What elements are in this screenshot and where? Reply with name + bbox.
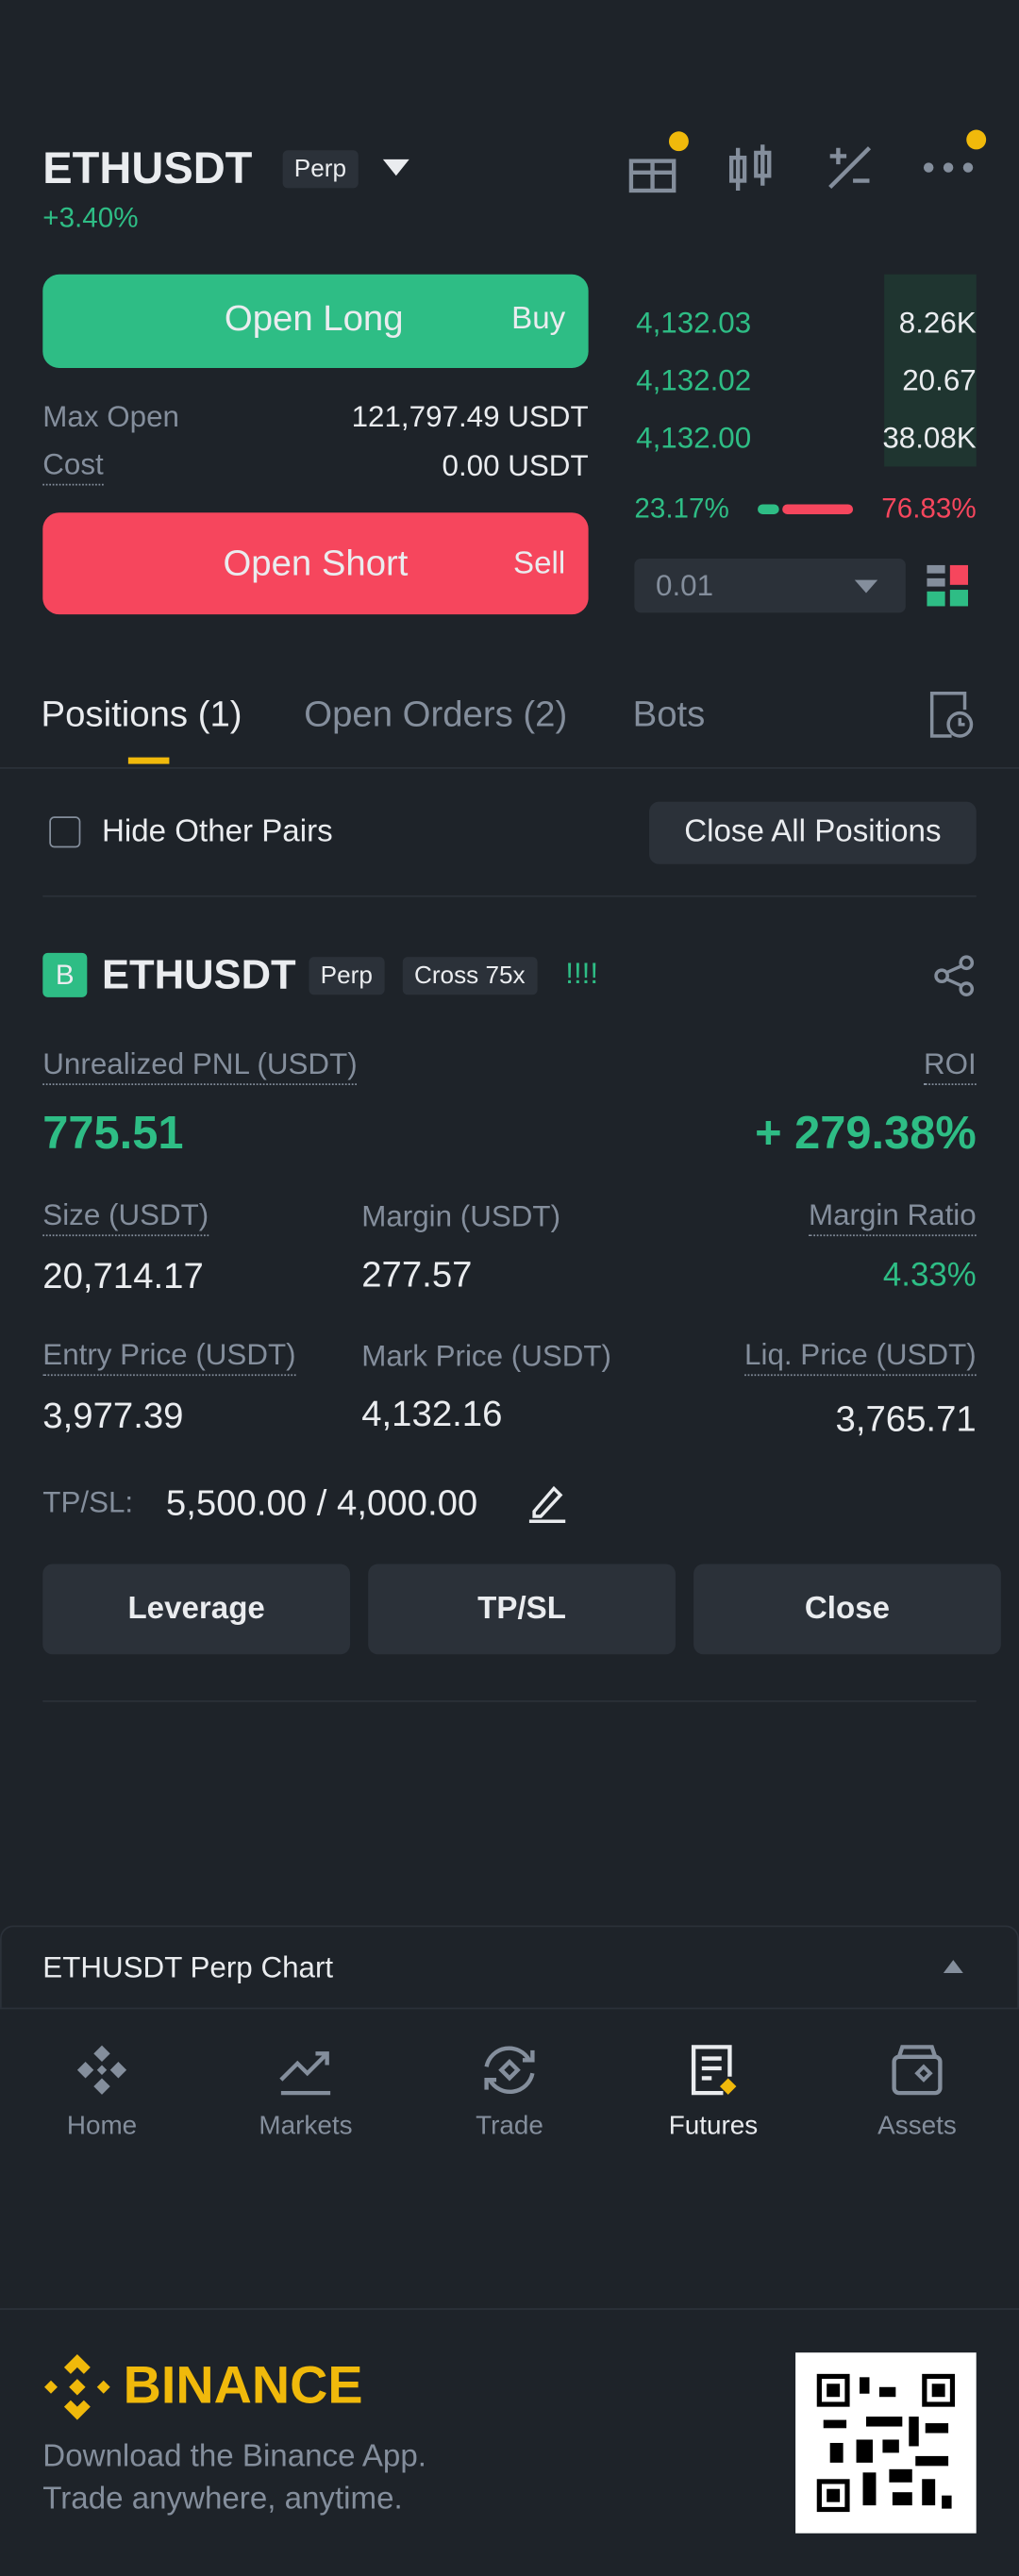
bid-amount: 38.08K	[882, 421, 977, 455]
pnl-label: Unrealized PNL (USDT)	[42, 1047, 358, 1085]
chart-bar-label: ETHUSDT Perp Chart	[42, 1950, 334, 1984]
leverage-button[interactable]: Leverage	[42, 1564, 351, 1655]
candle-icon[interactable]	[728, 144, 775, 193]
trade-icon[interactable]	[480, 2044, 540, 2097]
assets-icon[interactable]	[891, 2044, 944, 2097]
sell-label: Sell	[513, 546, 566, 582]
select-caret	[854, 579, 878, 594]
close-all-label: Close All Positions	[684, 814, 942, 850]
button-label: Close	[804, 1591, 891, 1626]
field-value: 3,765.71	[835, 1397, 977, 1440]
brand: BINANCE	[123, 2354, 363, 2415]
chart-caret	[943, 1960, 963, 1974]
bid-amount: 20.67	[902, 363, 977, 397]
more-icon[interactable]	[923, 129, 987, 175]
bid-price: 4,132.03	[636, 306, 752, 340]
ratio-segment	[782, 504, 854, 514]
field-value: 3,977.39	[42, 1395, 184, 1436]
field-value: 20,714.17	[42, 1255, 204, 1296]
history-icon[interactable]	[928, 690, 974, 739]
close-button[interactable]: Close	[693, 1564, 1001, 1655]
layout-icon[interactable]	[927, 564, 969, 608]
cost-label: Cost	[42, 447, 104, 486]
open-long-button[interactable]	[42, 274, 589, 368]
button-label: TP/SL	[477, 1591, 566, 1626]
margin-mode: Cross 75x	[402, 957, 537, 995]
checkbox[interactable]	[49, 816, 81, 848]
field-value: 4.33%	[882, 1257, 977, 1295]
pnl: 775.51	[42, 1107, 184, 1159]
bid-price: 4,132.02	[636, 363, 752, 397]
tpsl-value: 5,500.00 / 4,000.00	[165, 1481, 478, 1523]
field-value: 277.57	[361, 1253, 473, 1295]
depth-bar	[884, 274, 977, 467]
divider	[0, 2308, 1019, 2310]
max-open-label: Max Open	[42, 399, 179, 433]
divider	[42, 895, 977, 897]
divider	[0, 2007, 1019, 2010]
nav-label[interactable]: Futures	[668, 2113, 759, 2141]
tpsl-label: TP/SL:	[42, 1485, 134, 1519]
change: +3.40%	[42, 202, 139, 234]
open-long-label: Open Long	[224, 297, 404, 339]
nav-label[interactable]: Trade	[476, 2113, 543, 2141]
field-label: Margin (USDT)	[361, 1199, 561, 1233]
open-short-button[interactable]	[42, 512, 589, 615]
tab[interactable]: Bots	[632, 693, 706, 735]
field-value: 4,132.16	[361, 1393, 503, 1434]
share-icon[interactable]	[934, 955, 975, 996]
quantity: 0.01	[656, 569, 714, 603]
divider	[0, 767, 1019, 769]
ratio-segment	[758, 504, 779, 514]
side-label: B	[55, 958, 75, 990]
field-label: Margin Ratio	[808, 1198, 977, 1237]
nav-label[interactable]: Home	[66, 2113, 138, 2141]
cost-value: 0.00 USDT	[442, 449, 589, 483]
roi-label: ROI	[923, 1047, 977, 1085]
position-symbol: ETHUSDT	[102, 951, 296, 998]
symbol: ETHUSDT	[42, 143, 253, 193]
futures-icon[interactable]	[691, 2044, 740, 2099]
tag: Perp	[309, 957, 385, 995]
hide-other-pairs: Hide Other Pairs	[102, 814, 333, 850]
nav-label[interactable]: Markets	[259, 2113, 353, 2141]
field-label: Size (USDT)	[42, 1198, 209, 1237]
close-all-button[interactable]: Close All Positions	[649, 801, 977, 864]
binance-logo	[44, 2353, 110, 2420]
buy-label: Buy	[511, 302, 566, 337]
calc-icon[interactable]	[827, 144, 873, 191]
markets-icon[interactable]	[279, 2047, 332, 2096]
bid-amount: 8.26K	[898, 306, 977, 340]
tag: Perp	[282, 150, 359, 189]
edit-icon[interactable]	[528, 1483, 566, 1523]
field-label: Entry Price (USDT)	[42, 1338, 296, 1377]
open-short-label: Open Short	[223, 542, 409, 584]
chart-bar[interactable]	[0, 1925, 1019, 2010]
buy-ratio: 23.17%	[634, 493, 729, 525]
nav-label[interactable]: Assets	[877, 2113, 957, 2141]
caret[interactable]	[382, 159, 409, 179]
ratio-bar	[758, 504, 854, 514]
max-open-value: 121,797.49 USDT	[351, 399, 589, 433]
qr-pattern	[816, 2373, 956, 2513]
tab[interactable]: Open Orders (2)	[304, 693, 568, 735]
side-badge: B	[42, 952, 88, 997]
button-label: Leverage	[127, 1591, 265, 1626]
sell-ratio: 76.83%	[881, 493, 977, 525]
home-icon[interactable]	[75, 2044, 128, 2097]
roi: + 279.38%	[755, 1107, 977, 1159]
field-label: Mark Price (USDT)	[361, 1339, 612, 1373]
tab[interactable]: Positions (1)	[41, 693, 242, 735]
footer-text: Download the Binance App.	[42, 2439, 426, 2475]
tab-indicator	[127, 757, 170, 764]
footer-text: Trade anywhere, anytime.	[42, 2482, 403, 2517]
gift-icon[interactable]	[627, 131, 689, 193]
divider	[42, 1700, 977, 1702]
bid-price: 4,132.00	[636, 421, 752, 455]
tpsl-button[interactable]: TP/SL	[368, 1564, 676, 1655]
strength: !!!!	[565, 957, 599, 990]
field-label: Liq. Price (USDT)	[744, 1338, 977, 1377]
